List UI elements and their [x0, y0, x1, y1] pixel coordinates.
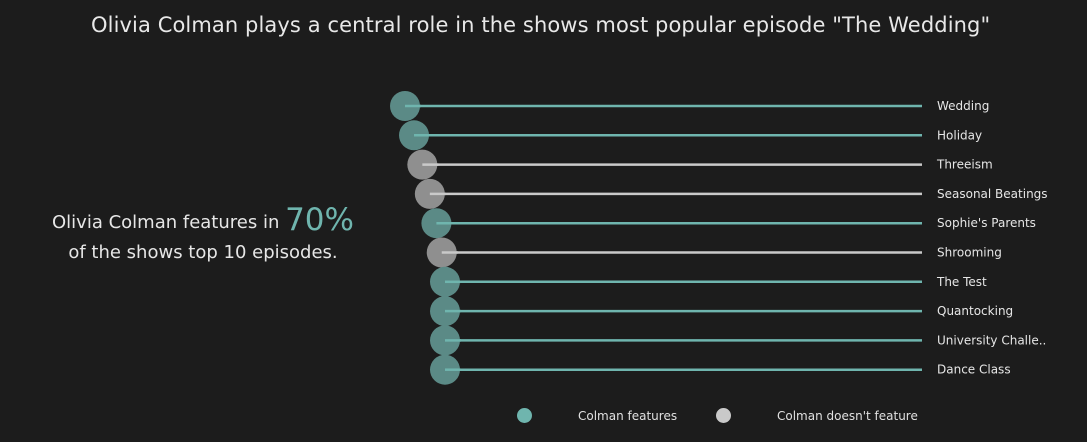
legend-dot-features — [517, 408, 532, 423]
episode-label-2: Holiday — [937, 128, 982, 142]
episode-label-8: Quantocking — [937, 304, 1013, 318]
episode-label-10: Dance Class — [937, 363, 1011, 377]
episode-label-3: Threeism — [936, 158, 993, 172]
callout-percentage: 70% — [285, 202, 354, 238]
episode-label-4: Seasonal Beatings — [937, 187, 1048, 201]
legend-label-features: Colman features — [578, 408, 678, 423]
episode-label-7: The Test — [936, 275, 987, 289]
legend-label-not-features: Colman doesn't feature — [777, 408, 918, 423]
episode-label-5: Sophie's Parents — [937, 216, 1036, 230]
legend: Colman features Colman doesn't feature — [0, 408, 1087, 432]
legend-item-features: Colman features — [517, 408, 677, 423]
episode-label-9: University Challe.. — [937, 333, 1046, 347]
chart-title: Olivia Colman plays a central role in th… — [91, 13, 991, 37]
lollipop-chart: Wedding Holiday Threeism Seasonal Beatings S… — [390, 91, 1048, 385]
episode-label-6: Shrooming — [937, 246, 1002, 260]
episode-label-1: Wedding — [937, 99, 989, 113]
callout-suffix: of the shows top 10 episodes. — [68, 242, 338, 263]
callout: Olivia Colman features in 70% of the sho… — [20, 205, 386, 268]
legend-item-not-features: Colman doesn't feature — [716, 408, 918, 423]
legend-dot-not-features — [716, 408, 731, 423]
callout-prefix: Olivia Colman features in — [52, 212, 286, 233]
